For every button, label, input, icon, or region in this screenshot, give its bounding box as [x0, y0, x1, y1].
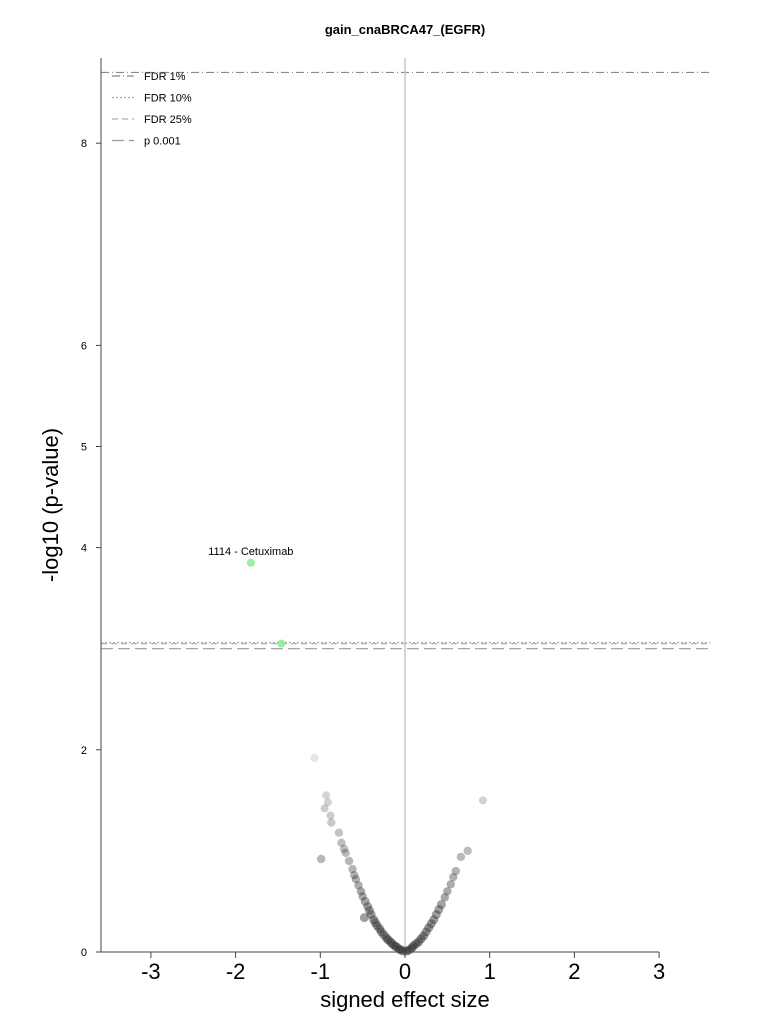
data-point	[363, 902, 373, 912]
data-point	[322, 791, 331, 800]
data-point	[449, 872, 458, 882]
x-tick-label: -2	[226, 959, 246, 984]
data-point	[364, 906, 374, 916]
data-point	[358, 892, 367, 901]
x-tick-label: -1	[311, 959, 331, 984]
axes	[100, 58, 660, 953]
y-tick-label: 0	[81, 947, 87, 959]
highlighted-point-0	[246, 558, 255, 567]
data-point	[421, 927, 431, 937]
x-tick-label: 0	[399, 959, 411, 984]
legend-label: FDR 10%	[144, 93, 192, 105]
data-point	[370, 918, 380, 928]
chart-title: gain_cnaBRCA47_(EGFR)	[325, 22, 485, 37]
data-point	[478, 796, 487, 805]
data-point	[366, 910, 376, 920]
data-point	[456, 852, 466, 862]
data-point	[326, 811, 335, 820]
data-point	[334, 828, 344, 837]
data-point	[356, 887, 366, 896]
x-tick-label: 2	[568, 959, 580, 984]
data-point	[463, 846, 472, 856]
data-point	[431, 910, 441, 920]
data-point	[443, 887, 452, 896]
data-point	[360, 896, 370, 906]
data-point	[451, 866, 461, 876]
point-annotation: 1114 - Cetuximab	[208, 546, 293, 558]
data-point	[424, 923, 434, 933]
data-point	[369, 915, 379, 925]
data-point	[327, 818, 336, 827]
data-point	[446, 880, 455, 889]
data-point	[429, 915, 439, 925]
data-point	[320, 804, 329, 813]
data-point	[349, 870, 359, 880]
data-points	[310, 753, 487, 956]
x-tick-label: 3	[653, 959, 665, 984]
highlighted-points: 1114 - Cetuximab	[208, 546, 293, 648]
y-axis-title: -log10 (p-value)	[38, 428, 63, 582]
data-point	[434, 905, 444, 915]
x-tick-label: -3	[141, 959, 161, 984]
data-point	[323, 798, 332, 807]
data-point	[310, 753, 319, 762]
data-point	[344, 856, 354, 866]
data-point	[354, 881, 363, 890]
x-axis-title: signed effect size	[320, 987, 490, 1012]
data-point	[341, 848, 350, 858]
data-point	[359, 913, 369, 923]
x-tick-label: 1	[484, 959, 496, 984]
data-point	[337, 838, 346, 848]
y-tick-label: 4	[81, 543, 87, 555]
x-axis-ticks: -3 -2 -1 0 1 2 3	[141, 952, 665, 984]
data-point	[351, 875, 361, 884]
legend-label: FDR 1%	[144, 71, 186, 83]
legend-label: FDR 25%	[144, 114, 192, 126]
y-tick-label: 6	[81, 340, 87, 352]
y-tick-label: 2	[81, 745, 87, 757]
legend-label: p 0.001	[144, 136, 181, 148]
y-tick-label: 5	[81, 442, 87, 454]
data-point	[426, 919, 436, 929]
legend: FDR 1% FDR 10% FDR 25% p 0.001	[112, 71, 192, 148]
y-axis-ticks: 0 2 4 5 6 8	[81, 138, 101, 959]
highlighted-point-1	[277, 639, 286, 648]
data-point	[316, 854, 326, 864]
data-point	[440, 893, 450, 902]
y-tick-label: 8	[81, 138, 87, 150]
data-point	[348, 864, 357, 874]
data-point	[339, 844, 349, 854]
data-point	[436, 899, 446, 909]
